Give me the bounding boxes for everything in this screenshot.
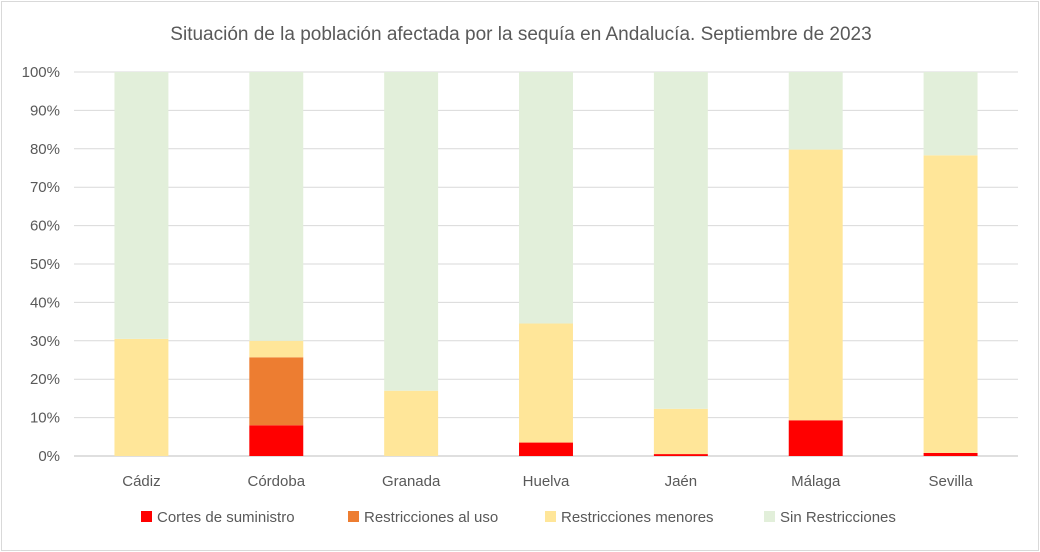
bar-segment <box>923 452 978 456</box>
legend-item: Restricciones al uso <box>348 509 498 526</box>
bar-segment <box>384 72 439 391</box>
bar-segment <box>653 454 708 456</box>
legend-label: Restricciones al uso <box>364 509 498 526</box>
y-tick-label: 80% <box>30 141 60 158</box>
bar-segment <box>653 72 708 409</box>
x-category-label: Granada <box>382 473 441 490</box>
legend-label: Sin Restricciones <box>780 509 896 526</box>
legend-item: Restricciones menores <box>545 509 714 526</box>
legend: Cortes de suministro Restricciones al uso… <box>141 509 896 526</box>
x-category-label: Málaga <box>791 473 841 490</box>
chart-title: Situación de la población afectada por l… <box>170 24 871 45</box>
legend-label: Restricciones menores <box>561 509 714 526</box>
bar-segment <box>249 425 304 456</box>
bars <box>114 72 978 456</box>
x-category-label: Córdoba <box>248 473 306 490</box>
x-category-label: Jaén <box>665 473 698 490</box>
x-category-label: Cádiz <box>122 473 160 490</box>
x-axis-categories: Cádiz Córdoba Granada Huelva Jaén Málaga Sevil… <box>122 473 973 490</box>
bar-segment <box>788 149 843 421</box>
bar-segment <box>249 357 304 426</box>
legend-swatch <box>348 511 359 522</box>
y-tick-label: 40% <box>30 294 60 311</box>
y-tick-label: 50% <box>30 256 60 273</box>
bar-segment <box>519 442 573 456</box>
y-tick-label: 70% <box>30 179 60 196</box>
bar-segment <box>249 340 304 358</box>
y-tick-label: 30% <box>30 333 60 350</box>
legend-swatch <box>764 511 775 522</box>
bar-segment <box>519 72 573 324</box>
bar-segment <box>114 72 169 339</box>
x-category-label: Sevilla <box>928 473 973 490</box>
y-tick-label: 20% <box>30 371 60 388</box>
y-tick-label: 10% <box>30 410 60 427</box>
y-tick-label: 60% <box>30 218 60 235</box>
legend-swatch <box>141 511 152 522</box>
bar-segment <box>653 408 708 455</box>
legend-item: Sin Restricciones <box>764 509 896 526</box>
bar-segment <box>384 390 439 456</box>
legend-swatch <box>545 511 556 522</box>
bar-segment <box>114 338 169 456</box>
bar-segment <box>923 155 978 453</box>
legend-label: Cortes de suministro <box>157 509 295 526</box>
bar-segment <box>788 420 843 456</box>
bar-segment <box>923 72 978 156</box>
legend-item: Cortes de suministro <box>141 509 295 526</box>
y-tick-label: 90% <box>30 102 60 119</box>
bar-segment <box>788 72 843 150</box>
y-axis-ticks: 0% 10% 20% 30% 40% 50% 60% 70% 80% 90% 100% <box>22 64 60 465</box>
bar-segment <box>519 323 573 443</box>
y-tick-label: 100% <box>22 64 60 81</box>
bar-segment <box>249 72 304 341</box>
x-category-label: Huelva <box>523 473 570 490</box>
y-tick-label: 0% <box>38 448 60 465</box>
